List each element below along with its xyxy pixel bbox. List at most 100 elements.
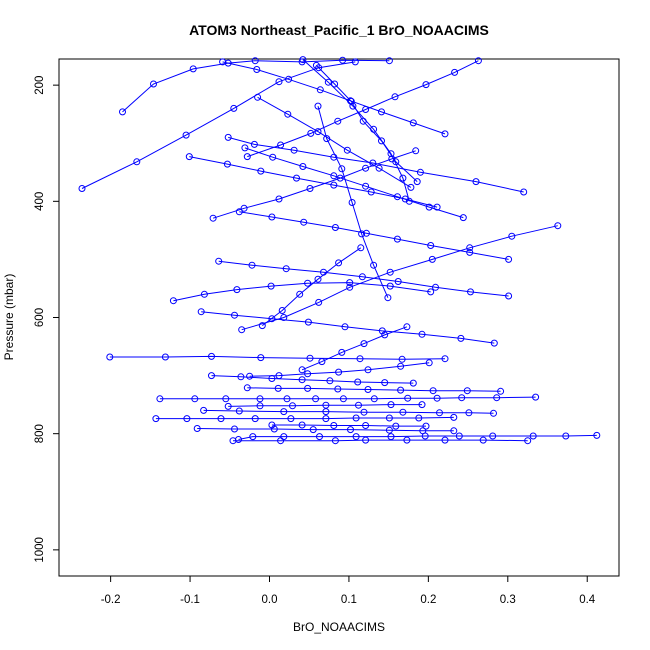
data-point-5-0 <box>193 425 201 432</box>
data-point-26-0 <box>224 402 232 410</box>
data-point-16-2 <box>422 81 430 89</box>
data-point-24-5 <box>268 375 276 382</box>
series-line-26 <box>228 404 422 407</box>
data-point-1-10 <box>222 395 230 403</box>
data-point-22-2 <box>347 97 355 105</box>
data-point-25-0 <box>497 387 505 395</box>
data-point-7-5 <box>315 64 323 72</box>
data-point-4-4 <box>360 408 368 416</box>
data-point-9-4 <box>330 153 338 161</box>
data-point-15-2 <box>378 108 385 116</box>
data-point-0-10 <box>249 433 257 441</box>
data-point-8-6 <box>339 56 347 64</box>
data-point-18-7 <box>412 147 420 155</box>
data-point-24-1 <box>381 379 389 387</box>
data-point-6-3 <box>362 436 370 444</box>
data-point-20-5 <box>407 183 415 191</box>
data-point-12-6 <box>268 315 276 323</box>
series-line-1 <box>159 396 536 400</box>
data-point-29-1 <box>381 331 389 339</box>
data-point-0-6 <box>387 433 395 441</box>
data-point-30-5 <box>370 261 378 269</box>
data-point-11-2 <box>233 286 241 294</box>
data-point-12-5 <box>304 318 312 326</box>
series-line-16 <box>247 60 479 158</box>
data-point-3-3 <box>257 354 265 362</box>
data-point-26-1 <box>256 402 264 410</box>
data-point-18-3 <box>306 185 314 192</box>
data-point-6-5 <box>441 436 449 444</box>
series-line-9 <box>228 136 524 193</box>
data-point-22-6 <box>413 178 421 186</box>
data-point-3-7 <box>441 355 449 363</box>
series-line-23 <box>249 362 430 377</box>
series-line-6 <box>233 439 528 442</box>
series-line-29 <box>301 326 408 371</box>
data-point-29-4 <box>318 358 326 366</box>
series-line-19 <box>239 211 509 260</box>
chart-title: ATOM3 Northeast_Pacific_1 BrO_NOAACIMS <box>189 22 489 38</box>
data-point-5-4 <box>347 426 354 434</box>
x-tick-label-1: -0.1 <box>180 594 200 606</box>
series-line-15 <box>222 61 446 135</box>
data-point-2-0 <box>450 413 458 421</box>
data-point-24-6 <box>237 373 245 381</box>
data-point-4-2 <box>280 408 288 416</box>
data-point-9-1 <box>472 178 480 186</box>
data-point-0-3 <box>489 432 497 440</box>
data-point-25-5 <box>334 385 342 393</box>
data-point-16-5 <box>334 117 342 125</box>
data-point-21-0 <box>459 214 467 222</box>
data-point-25-7 <box>274 384 282 392</box>
data-point-16-8 <box>243 153 251 161</box>
data-point-23-5 <box>397 362 405 370</box>
data-point-6-2 <box>331 437 339 445</box>
series-line-22 <box>316 65 418 182</box>
series-line-4 <box>203 409 494 414</box>
data-point-21-1 <box>425 203 433 211</box>
plot-frame <box>58 58 620 577</box>
data-point-12-4 <box>341 323 349 331</box>
data-point-8-2 <box>189 65 197 73</box>
data-point-4-1 <box>235 407 243 415</box>
data-point-15-6 <box>253 66 261 73</box>
data-point-10-3 <box>428 255 436 263</box>
data-point-15-0 <box>441 130 449 138</box>
data-point-22-5 <box>392 158 400 166</box>
data-point-8-0 <box>119 108 126 116</box>
data-point-1-3 <box>433 394 441 402</box>
data-point-20-0 <box>254 93 262 101</box>
data-point-29-3 <box>338 348 346 356</box>
data-point-11-6 <box>386 282 394 290</box>
data-point-2-5 <box>287 415 295 423</box>
y-tick-label-3: 800 <box>34 424 46 443</box>
data-point-17-1 <box>324 78 332 86</box>
data-point-17-4 <box>387 150 395 158</box>
data-point-16-4 <box>362 106 370 113</box>
data-point-29-5 <box>298 366 306 374</box>
data-point-3-4 <box>306 354 314 362</box>
data-point-0-2 <box>529 432 537 440</box>
data-point-18-5 <box>362 164 370 172</box>
data-point-4-6 <box>436 409 443 417</box>
data-point-10-0 <box>554 222 562 230</box>
series-line-18 <box>212 150 416 219</box>
data-point-9-2 <box>416 168 424 176</box>
series-line-20 <box>257 96 412 188</box>
data-point-22-0 <box>312 61 320 69</box>
data-point-3-6 <box>398 355 406 363</box>
data-point-28-0 <box>357 244 365 252</box>
x-tick-label-0: -0.2 <box>101 594 121 606</box>
data-point-10-5 <box>346 283 354 291</box>
data-point-23-3 <box>335 368 343 376</box>
series-line-10 <box>241 225 558 331</box>
data-point-22-4 <box>378 137 385 145</box>
series-line-25 <box>247 387 501 392</box>
data-point-24-4 <box>298 376 306 384</box>
data-point-15-7 <box>219 58 227 66</box>
data-point-22-3 <box>359 117 367 125</box>
data-point-11-4 <box>304 279 312 287</box>
data-point-7-2 <box>182 131 190 139</box>
data-point-28-2 <box>314 275 322 283</box>
